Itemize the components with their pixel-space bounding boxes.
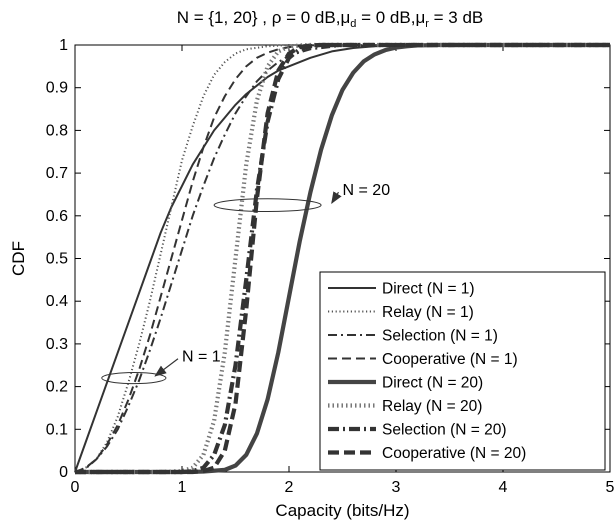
series-lines — [74, 42, 610, 475]
x-tick-label: 5 — [606, 479, 615, 496]
annotation-arrow-0 — [154, 358, 179, 377]
legend-box — [319, 271, 606, 471]
series-line-7 — [75, 42, 610, 475]
chart-title: N = {1, 20} , ρ = 0 dB,μd = 0 dB,μr = 3 … — [177, 8, 484, 30]
title-part: N = {1, 20} , ρ = 0 dB,μ — [177, 8, 351, 27]
y-tick-label: 0.8 — [46, 122, 68, 139]
y-tick-label: 0.5 — [46, 251, 68, 268]
y-tick-label: 0.6 — [46, 208, 68, 225]
annotation-label-1: N = 20 — [343, 182, 391, 199]
y-tick-label: 0.4 — [46, 293, 68, 310]
y-tick-label: 1 — [59, 37, 68, 54]
annotation-label-0: N = 1 — [182, 349, 221, 366]
x-tick-label: 0 — [71, 479, 80, 496]
title-subscript: d — [350, 18, 356, 30]
y-tick-label: 0 — [59, 464, 68, 481]
y-axis-label: CDF — [9, 241, 28, 276]
y-tick-label: 0.7 — [46, 165, 68, 182]
series-line-3 — [74, 44, 610, 473]
annotation-ellipse-0 — [101, 372, 167, 385]
y-tick-label: 0.3 — [46, 336, 68, 353]
title-part: = 0 dB,μ — [356, 8, 425, 27]
annotation-ellipse-1 — [213, 198, 322, 213]
series-line-5 — [75, 42, 610, 475]
legend-label-3: Cooperative (N = 1) — [382, 351, 518, 368]
series-line-0 — [74, 44, 610, 473]
x-tick-label: 1 — [178, 479, 187, 496]
legend-label-4: Direct (N = 20) — [382, 375, 483, 392]
x-tick-label: 4 — [499, 479, 508, 496]
legend: Direct (N = 1) Relay (N = 1) Selection (N … — [319, 271, 606, 471]
y-tick-label: 0.2 — [46, 379, 68, 396]
legend-label-2: Selection (N = 1) — [382, 328, 498, 345]
legend-label-5: Relay (N = 20) — [382, 398, 482, 415]
legend-label-6: Selection (N = 20) — [382, 422, 507, 439]
legend-label-0: Direct (N = 1) — [382, 281, 475, 298]
axis-ticks: 0 1 2 3 4 5 0 0.1 0.2 0.3 0.4 0.5 0.6 0.7 0.8 0.9 1 — [46, 37, 615, 496]
x-tick-label: 2 — [285, 479, 294, 496]
annotations: N = 1 N = 20 — [101, 182, 391, 385]
x-tick-label: 3 — [392, 479, 401, 496]
x-axis-label: Capacity (bits/Hz) — [275, 501, 409, 520]
y-tick-label: 0.9 — [46, 80, 68, 97]
y-tick-label: 0.1 — [46, 421, 68, 438]
legend-label-7: Cooperative (N = 20) — [382, 445, 526, 462]
title-subscript: r — [425, 18, 429, 30]
annotation-arrow-1 — [331, 191, 342, 205]
chart-title-text: N = {1, 20} , ρ = 0 dB,μd = 0 dB,μr = 3 … — [177, 8, 484, 30]
title-part: = 3 dB — [429, 8, 483, 27]
legend-label-1: Relay (N = 1) — [382, 304, 474, 321]
